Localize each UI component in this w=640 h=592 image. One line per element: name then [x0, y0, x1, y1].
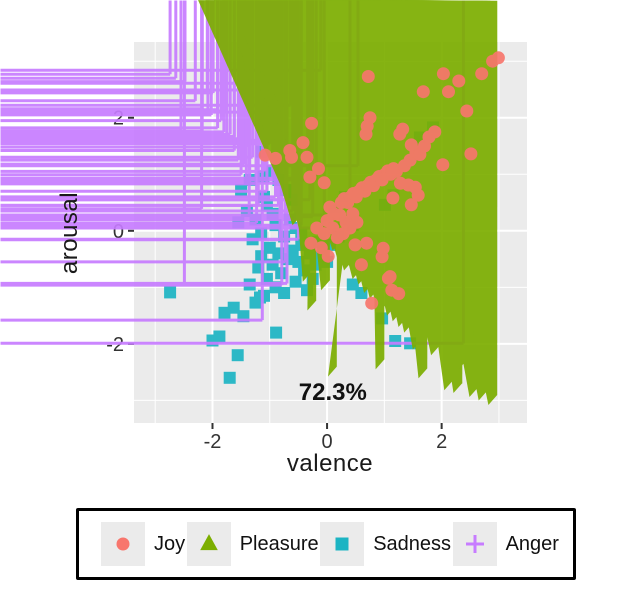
legend-entry-joy: Joy	[101, 522, 185, 566]
legend: Joy Pleasure Sadness Anger	[76, 508, 576, 580]
x-tick-label: 0	[322, 431, 333, 453]
circle-marker-icon	[101, 522, 145, 566]
legend-entry-sadness: Sadness	[320, 522, 451, 566]
plus-marker-icon	[452, 522, 497, 566]
legend-label: Sadness	[373, 532, 452, 555]
x-tick-label: 2	[436, 431, 447, 453]
legend-entry-anger: Anger	[452, 522, 559, 566]
y-tick-label: 0	[113, 221, 124, 243]
accuracy-annotation: 72.3%	[299, 379, 367, 406]
y-tick-label: -2	[106, 334, 124, 356]
triangle-marker-icon	[186, 522, 231, 566]
x-axis-title: valence	[286, 450, 374, 477]
legend-label: Anger	[505, 532, 559, 555]
y-tick-label: 2	[113, 108, 124, 130]
square-marker-icon	[320, 522, 365, 566]
legend-entry-pleasure: Pleasure	[186, 522, 319, 566]
series-joy-points	[258, 51, 505, 310]
x-tick-label: -2	[204, 431, 222, 453]
legend-label: Pleasure	[239, 532, 319, 555]
legend-label: Joy	[154, 532, 186, 555]
y-axis-title: arousal	[56, 191, 83, 275]
